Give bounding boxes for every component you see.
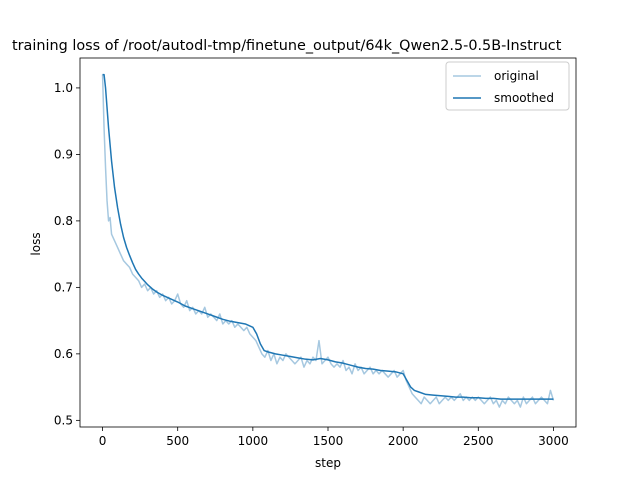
y-tick-label: 0.5 <box>54 413 73 427</box>
x-axis: 0 500 1000 1500 2000 2500 3000 <box>99 427 569 448</box>
y-axis-label: loss <box>29 232 43 255</box>
y-tick-label: 0.7 <box>54 280 73 294</box>
y-axis: 0.5 0.6 0.7 0.8 0.9 1.0 <box>54 81 80 427</box>
y-tick-label: 0.9 <box>54 147 73 161</box>
legend-label-original: original <box>494 69 539 83</box>
series-line-smoothed <box>102 73 554 400</box>
legend-label-smoothed: smoothed <box>494 91 554 105</box>
chart-title: training loss of /root/autodl-tmp/finetu… <box>12 38 562 54</box>
x-tick-label: 1000 <box>238 434 269 448</box>
y-tick-label: 0.8 <box>54 214 73 228</box>
series-line-original <box>101 74 555 408</box>
x-tick-label: 1500 <box>313 434 344 448</box>
x-tick-label: 3000 <box>538 434 569 448</box>
y-tick-label: 0.6 <box>54 347 73 361</box>
legend: original smoothed <box>445 61 570 111</box>
x-tick-label: 2000 <box>388 434 419 448</box>
x-tick-label: 0 <box>99 434 107 448</box>
axes-frame <box>79 57 577 428</box>
x-tick-label: 2500 <box>463 434 494 448</box>
plot-area <box>79 57 577 428</box>
y-tick-label: 1.0 <box>54 81 73 95</box>
x-axis-label: step <box>315 456 341 470</box>
x-tick-label: 500 <box>166 434 189 448</box>
